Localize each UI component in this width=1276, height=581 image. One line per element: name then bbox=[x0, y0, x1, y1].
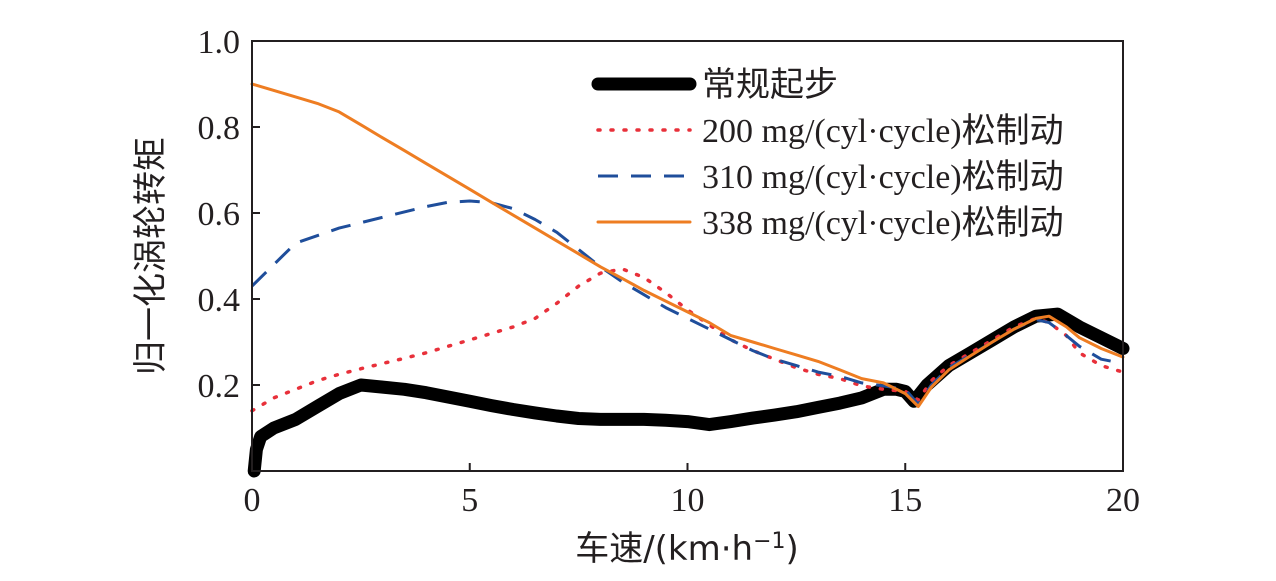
y-tick-label: 1.0 bbox=[198, 24, 241, 61]
legend-label-1: 常规起步 bbox=[702, 66, 838, 104]
legend-label-2: 200 mg/(cyl·cycle)松制动 bbox=[702, 112, 1064, 150]
x-tick-label: 10 bbox=[671, 482, 705, 519]
y-tick-label: 0.8 bbox=[198, 110, 241, 147]
legend: 常规起步 200 mg/(cyl·cycle)松制动 310 mg/(cyl·cyc… bbox=[591, 66, 1064, 242]
y-tick-label: 0.2 bbox=[198, 368, 241, 405]
x-tick-label: 15 bbox=[888, 482, 922, 519]
y-tick-label: 0.6 bbox=[198, 196, 241, 233]
legend-label-4: 338 mg/(cyl·cycle)松制动 bbox=[702, 204, 1064, 242]
y-axis-ticks: 0.2 0.4 0.6 0.8 1.0 bbox=[198, 24, 260, 405]
y-axis-title: 归一化涡轮转矩 bbox=[131, 137, 171, 375]
y-tick-label: 0.4 bbox=[198, 282, 241, 319]
x-tick-label: 0 bbox=[244, 482, 261, 519]
legend-label-3: 310 mg/(cyl·cycle)松制动 bbox=[702, 158, 1064, 196]
x-axis-title: 车速/(km·h−1) bbox=[575, 529, 799, 570]
x-axis-title-close: ) bbox=[786, 529, 799, 569]
x-axis-title-main: 车速/(km·h bbox=[575, 529, 753, 569]
series-line-4 bbox=[250, 82, 1125, 408]
x-axis-title-exponent: −1 bbox=[753, 529, 785, 554]
x-axis-ticks: 0 5 10 15 20 bbox=[244, 463, 1140, 519]
x-tick-label: 5 bbox=[461, 482, 478, 519]
x-tick-label: 20 bbox=[1106, 482, 1140, 519]
series-lines bbox=[247, 82, 1130, 478]
